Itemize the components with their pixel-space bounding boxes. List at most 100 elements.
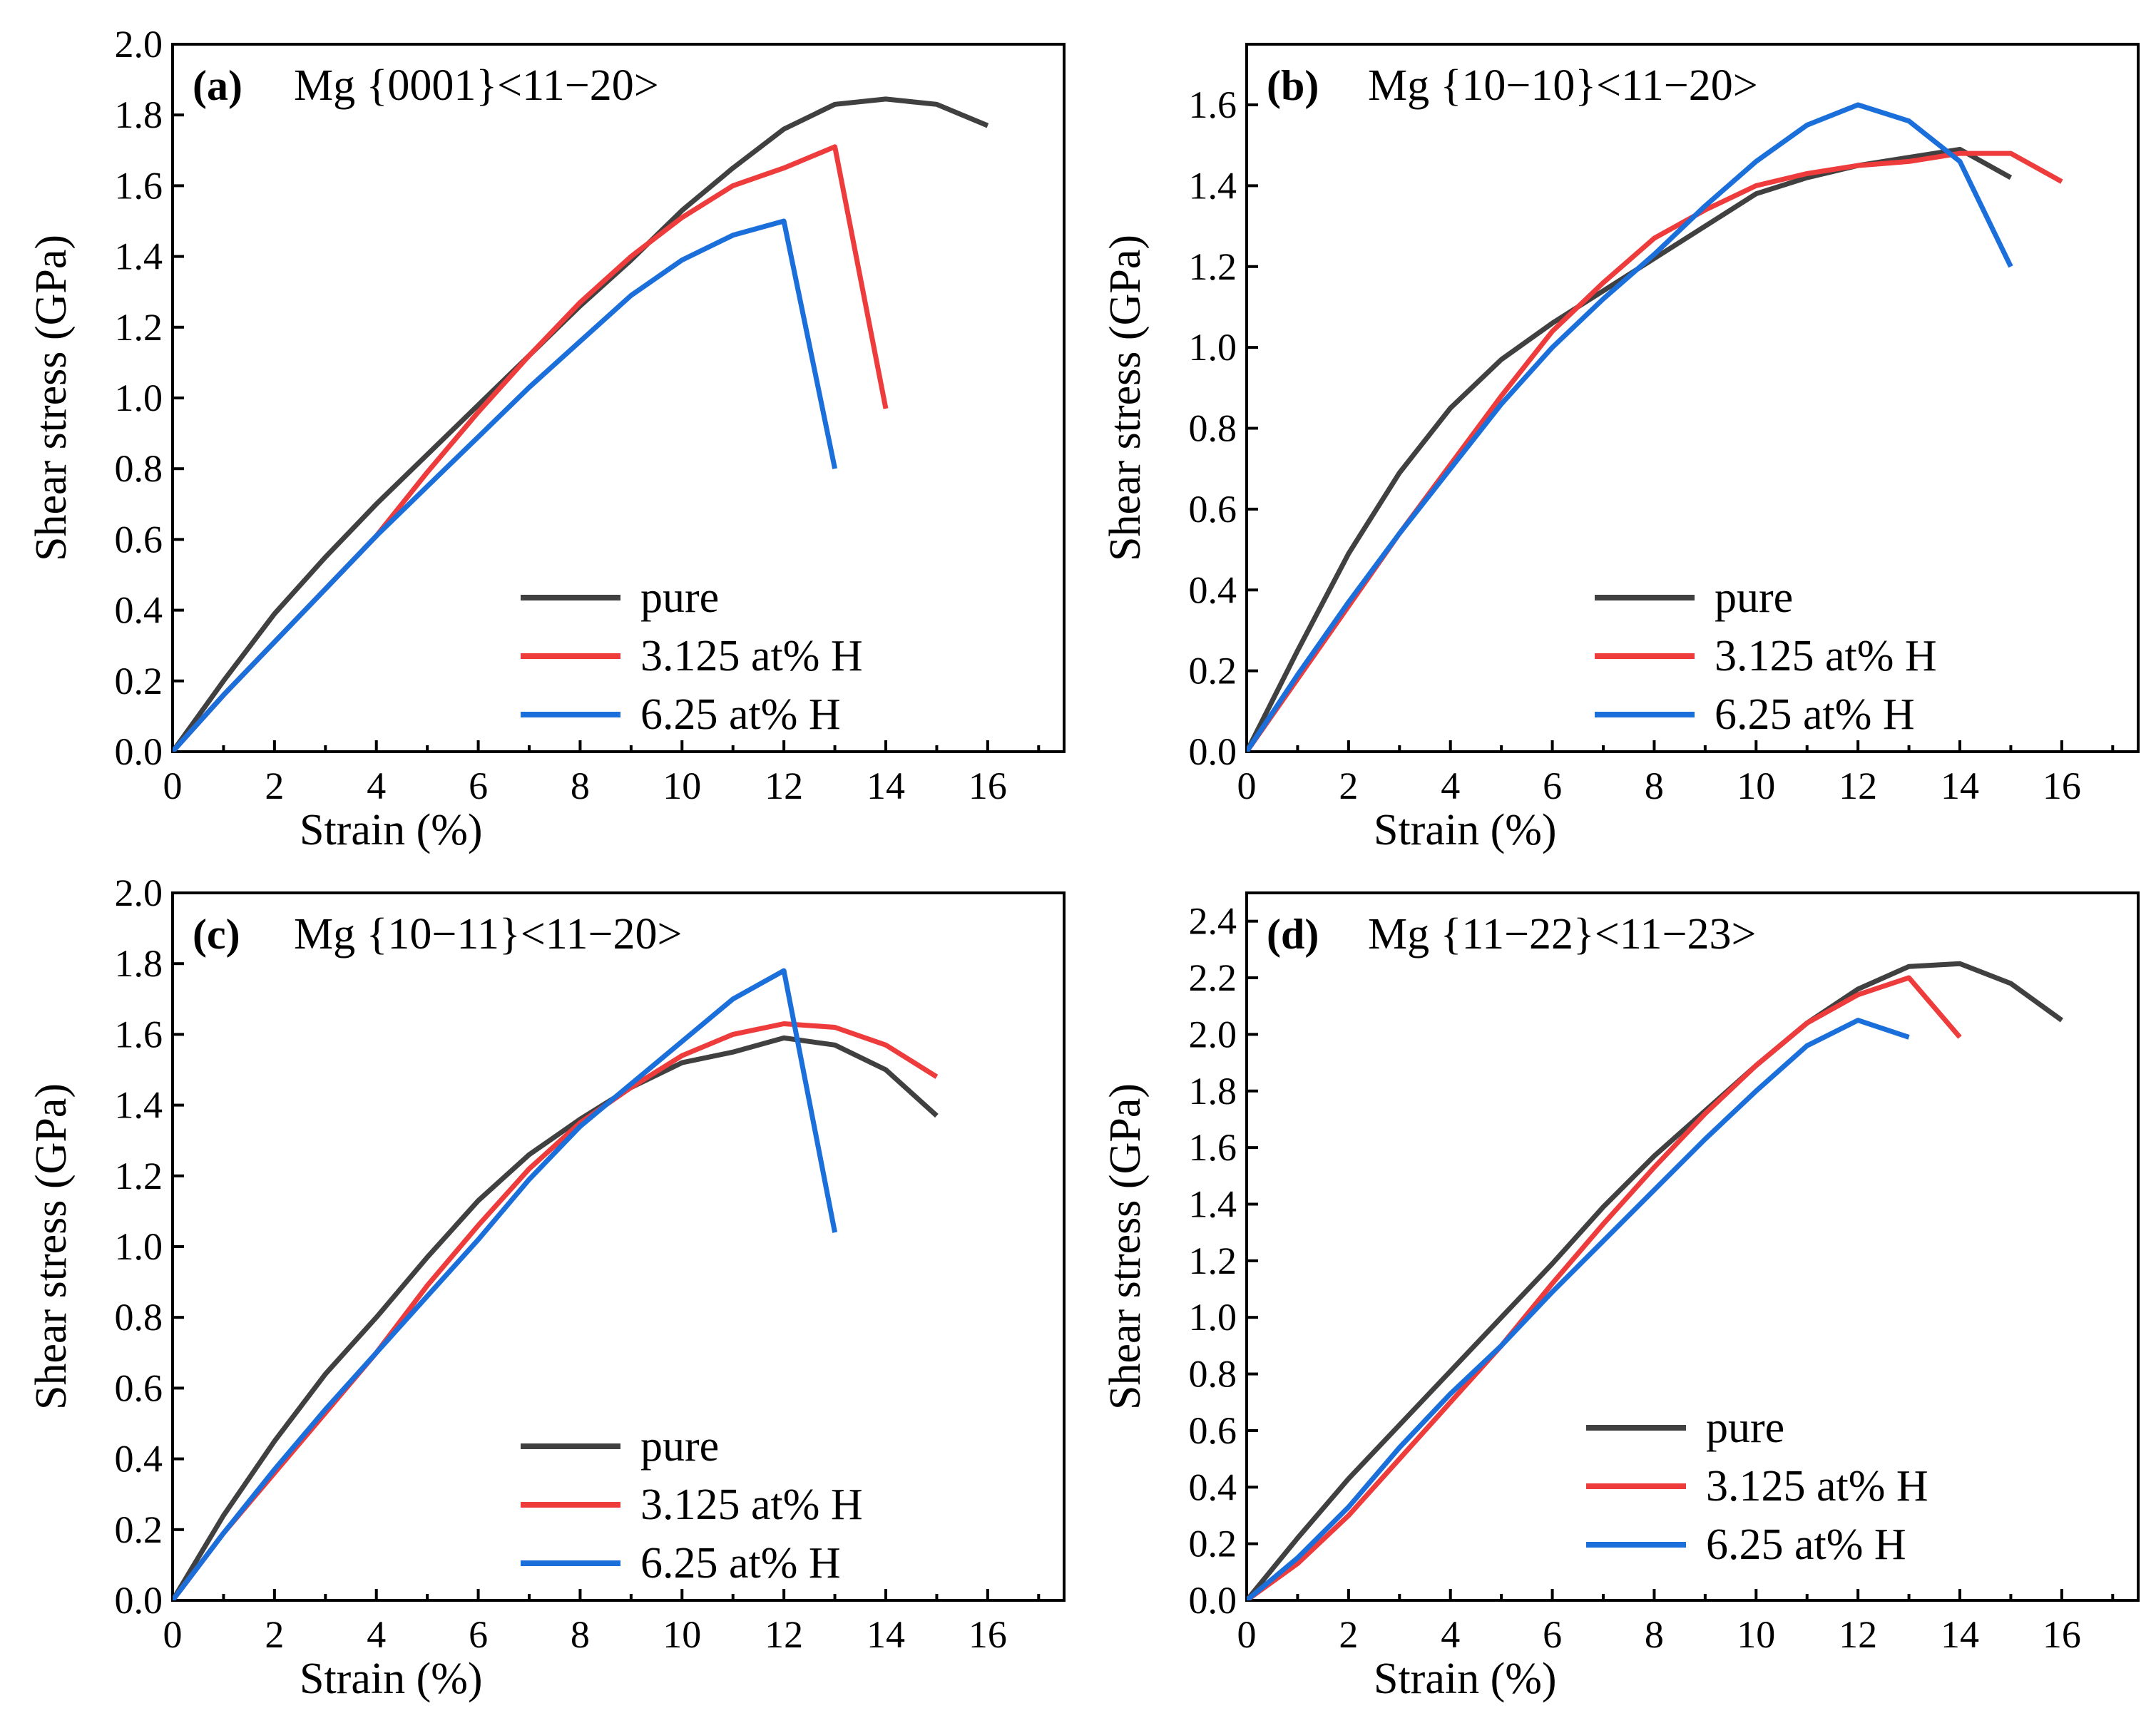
x-tick-label: 8 <box>571 765 590 807</box>
y-axis-title: Shear stress (GPa) <box>1101 235 1150 561</box>
y-tick-label: 1.8 <box>1189 1070 1237 1113</box>
plot-frame <box>1245 43 2140 753</box>
panel-title: Mg {10−11}<11−20> <box>294 910 682 958</box>
legend-label: pure <box>1706 1404 1784 1452</box>
y-tick-label: 0.4 <box>1189 1466 1237 1508</box>
y-tick-label: 2.0 <box>115 23 163 66</box>
y-tick-label: 1.2 <box>1189 245 1237 288</box>
y-tick-label: 0.8 <box>115 447 163 490</box>
panel-title: Mg {10−10}<11−20> <box>1368 61 1758 110</box>
y-tick-label: 2.2 <box>1189 956 1237 999</box>
series-line-6-25-at-h <box>173 968 838 1600</box>
panel-label: (c) <box>193 911 240 958</box>
x-tick-label: 0 <box>163 1613 183 1656</box>
y-tick-label: 0.4 <box>1189 568 1237 611</box>
x-tick-label: 4 <box>1441 765 1460 807</box>
x-tick-label: 10 <box>663 765 701 807</box>
series-line-3-125-at-h <box>1247 975 1962 1600</box>
y-tick-label: 0.2 <box>1189 1523 1237 1565</box>
panel-title: Mg {0001}<11−20> <box>294 61 659 110</box>
x-tick-label: 12 <box>1839 1613 1877 1656</box>
x-tick-label: 4 <box>367 1613 386 1656</box>
x-tick-label: 6 <box>1543 1613 1562 1656</box>
x-tick-label: 0 <box>163 765 183 807</box>
y-tick-label: 0.0 <box>115 730 163 773</box>
y-tick-label: 1.8 <box>115 942 163 985</box>
panel-label: (d) <box>1267 911 1319 958</box>
y-tick-label: 1.4 <box>115 1084 163 1127</box>
x-axis-title: Strain (%) <box>300 1655 483 1703</box>
x-tick-label: 4 <box>1441 1613 1460 1656</box>
y-tick-label: 0.6 <box>1189 1409 1237 1452</box>
x-tick-label: 4 <box>367 765 386 807</box>
y-tick-label: 0.6 <box>1189 488 1237 531</box>
x-tick-label: 2 <box>1339 765 1358 807</box>
panel-label: (a) <box>193 62 242 109</box>
x-tick-label: 16 <box>2043 1613 2081 1656</box>
x-tick-label: 14 <box>1941 765 1979 807</box>
chart-panel-a: 0 2 4 6 8 10 12 14 16 0.0 0.2 0.4 0.6 0.8 1.0 1.2 1.4 1.6… <box>27 23 1066 854</box>
y-tick-label: 0.2 <box>1189 650 1237 692</box>
y-tick-label: 2.4 <box>1189 900 1237 943</box>
y-axis-title: Shear stress (GPa) <box>27 1083 76 1410</box>
y-tick-label: 0.0 <box>1189 1579 1237 1622</box>
y-tick-label: 1.8 <box>115 93 163 136</box>
panel-title: Mg {11−22}<11−23> <box>1368 910 1756 958</box>
y-tick-label: 0.2 <box>115 1508 163 1551</box>
legend-label: 3.125 at% H <box>1706 1462 1928 1510</box>
legend-label: 3.125 at% H <box>640 1481 863 1529</box>
x-tick-label: 16 <box>2043 765 2081 807</box>
y-tick-label: 1.6 <box>1189 1126 1237 1169</box>
y-tick-label: 1.6 <box>115 1013 163 1055</box>
y-tick-label: 1.6 <box>1189 83 1237 126</box>
legend-label: 6.25 at% H <box>1715 690 1915 739</box>
series-line-6-25-at-h <box>1247 1018 1910 1600</box>
series-line-6-25-at-h <box>1247 102 2013 752</box>
legend-label: pure <box>640 573 719 622</box>
chart-panel-c: 0 2 4 6 8 10 12 14 16 0.0 0.2 0.4 0.6 0.8 1.0 1.2 1.4 1.6… <box>27 871 1066 1703</box>
x-tick-label: 2 <box>265 765 284 807</box>
legend-label: 6.25 at% H <box>640 690 841 739</box>
legend-label: 3.125 at% H <box>1715 632 1937 680</box>
x-tick-label: 8 <box>1645 765 1664 807</box>
x-tick-label: 14 <box>1941 1613 1979 1656</box>
y-tick-label: 2.0 <box>115 871 163 914</box>
x-tick-label: 10 <box>663 1613 701 1656</box>
y-tick-label: 1.6 <box>115 164 163 207</box>
plot-frame <box>1245 891 2140 1602</box>
legend-label: 3.125 at% H <box>640 632 863 680</box>
y-tick-label: 0.4 <box>115 1438 163 1481</box>
panel-label: (b) <box>1267 62 1319 109</box>
y-tick-label: 1.4 <box>115 235 163 278</box>
x-axis-title: Strain (%) <box>1374 1655 1557 1703</box>
chart-panel-b: 0 2 4 6 8 10 12 14 16 0.0 0.2 0.4 0.6 0.8 1.0 1.2 1.4 1.6… <box>1101 43 2140 854</box>
y-tick-label: 1.0 <box>115 377 163 419</box>
legend-label: 6.25 at% H <box>1706 1520 1906 1569</box>
y-tick-label: 0.4 <box>115 589 163 632</box>
y-tick-label: 0.6 <box>115 518 163 561</box>
y-tick-label: 0.8 <box>1189 407 1237 450</box>
y-tick-label: 1.0 <box>1189 1296 1237 1339</box>
y-tick-label: 0.0 <box>115 1579 163 1622</box>
x-tick-label: 2 <box>265 1613 284 1656</box>
y-tick-label: 0.0 <box>1189 730 1237 773</box>
y-axis-title: Shear stress (GPa) <box>27 235 76 561</box>
series-line-pure <box>173 1035 939 1600</box>
legend-label: 6.25 at% H <box>640 1539 841 1588</box>
x-tick-label: 16 <box>969 1613 1007 1656</box>
y-tick-label: 1.0 <box>115 1225 163 1268</box>
y-tick-label: 0.8 <box>115 1296 163 1339</box>
x-axis-title: Strain (%) <box>1374 806 1557 854</box>
x-tick-label: 8 <box>1645 1613 1664 1656</box>
legend-label: pure <box>640 1422 719 1471</box>
plot-frame <box>171 43 1066 753</box>
x-tick-label: 2 <box>1339 1613 1358 1656</box>
y-tick-label: 0.2 <box>115 660 163 702</box>
x-tick-label: 10 <box>1737 1613 1775 1656</box>
x-tick-label: 12 <box>1839 765 1877 807</box>
y-tick-label: 1.2 <box>115 1155 163 1197</box>
x-tick-label: 16 <box>969 765 1007 807</box>
y-axis-title: Shear stress (GPa) <box>1101 1083 1150 1410</box>
x-tick-label: 0 <box>1237 765 1257 807</box>
plot-frame <box>171 891 1066 1602</box>
